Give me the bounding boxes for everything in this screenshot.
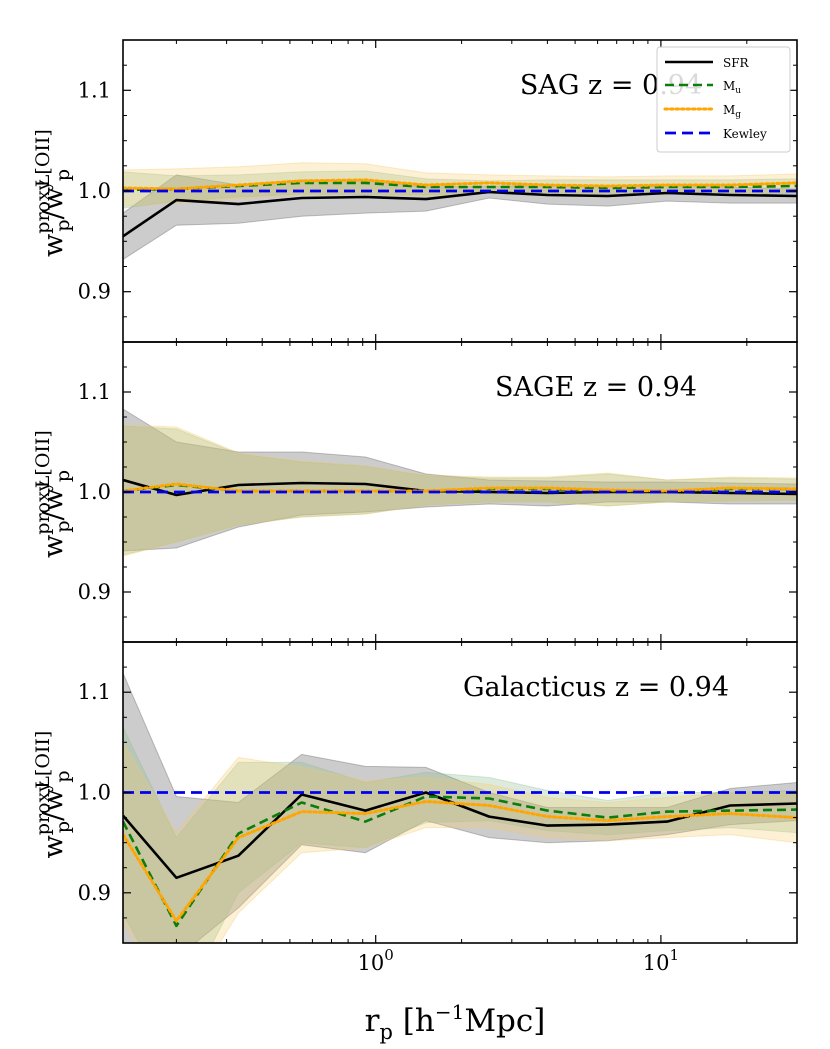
legend-label-kewley: Kewley <box>723 127 767 141</box>
band-sfr <box>123 672 797 943</box>
y-axis-label: wproxyp/wL[OII]p <box>32 129 74 257</box>
x-tick-base: 10 <box>358 951 385 975</box>
y-tick-label: 1.0 <box>78 179 111 203</box>
x-label-exp: −1 <box>435 1000 464 1024</box>
y-label-num-sup: proxy <box>32 781 54 835</box>
y-tick-label: 1.1 <box>78 680 111 704</box>
y-tick-label: 0.9 <box>78 580 111 604</box>
legend-label-mu-sub: u <box>735 86 741 96</box>
x-tick-base: 10 <box>643 951 670 975</box>
x-axis-label: rp [h−1Mpc] <box>365 1000 546 1044</box>
panel-3: 0.91.01.1 Galacticus z = 0.94wproxyp/wL[O… <box>32 641 798 975</box>
y-label-den-sub: p <box>52 169 74 181</box>
y-tick-label: 1.0 <box>78 480 111 504</box>
legend-label-mg-sub: g <box>735 110 741 120</box>
y-label-den: w <box>38 488 69 511</box>
band-sfr <box>123 408 797 552</box>
y-label-den-sup: L[OII] <box>32 129 54 187</box>
line-mu <box>123 795 797 928</box>
x-tick-exp: 0 <box>384 946 394 964</box>
y-label-den-sup: L[OII] <box>32 430 54 488</box>
y-label-den-sub: p <box>52 470 74 482</box>
y-label-num-sub: p <box>52 520 74 532</box>
y-tick-label: 1.1 <box>78 380 111 404</box>
y-label-slash: / <box>38 811 69 821</box>
x-label-unit-close: Mpc] <box>464 1003 545 1039</box>
y-label-slash: / <box>38 209 69 219</box>
y-tick-label: 1.0 <box>78 781 111 805</box>
plot-area <box>123 162 797 261</box>
y-label-num: w <box>38 234 69 257</box>
y-label-num-sup: proxy <box>32 179 54 233</box>
band-mu <box>123 170 797 209</box>
line-mg <box>123 482 797 493</box>
legend-label-mu: Mu <box>723 79 741 96</box>
y-label-den: w <box>38 187 69 210</box>
y-label-num-sup: proxy <box>32 480 54 534</box>
x-label-sub: p <box>379 1020 392 1044</box>
line-sfr <box>123 190 797 238</box>
plot-area <box>123 672 797 943</box>
legend-label-mg-main: M <box>723 103 735 117</box>
y-label-den: w <box>38 789 69 812</box>
y-label-num: w <box>38 535 69 558</box>
x-tick-label: 100 <box>358 946 394 975</box>
y-label-num-sub: p <box>52 821 74 833</box>
panels-layer: 0.91.01.1 SAG z = 0.94wproxyp/wL[OII]p0.9… <box>32 39 798 975</box>
y-label-slash: / <box>38 510 69 520</box>
y-label-den-sup: L[OII] <box>32 731 54 789</box>
legend: SFR Mu Mg Kewley <box>656 46 791 153</box>
legend-label-mg: Mg <box>723 103 741 120</box>
y-tick-label: 1.1 <box>78 78 111 102</box>
legend-label-sfr: SFR <box>723 56 750 70</box>
y-label-den-sub: p <box>52 770 74 782</box>
panel-title: Galacticus z = 0.94 <box>463 672 729 703</box>
y-label-num-sub: p <box>52 219 74 231</box>
x-tick-exp: 1 <box>669 946 679 964</box>
x-tick-label: 101 <box>643 946 679 975</box>
y-label-num: w <box>38 835 69 858</box>
band-mu <box>123 727 797 943</box>
x-label-var: r <box>365 1003 380 1039</box>
y-axis-label: wproxyp/wL[OII]p <box>32 430 74 558</box>
y-axis-label: wproxyp/wL[OII]p <box>32 731 74 859</box>
legend-label-mu-main: M <box>723 79 735 93</box>
line-mg <box>123 800 797 923</box>
x-label-unit-open: [h <box>393 1003 435 1039</box>
y-tick-label: 0.9 <box>78 280 111 304</box>
y-tick-label: 0.9 <box>78 881 111 905</box>
plot-area <box>123 408 797 557</box>
legend-box <box>656 46 791 153</box>
band-mg <box>123 741 797 943</box>
line-mg <box>123 178 797 191</box>
panel-title: SAGE z = 0.94 <box>495 372 697 403</box>
